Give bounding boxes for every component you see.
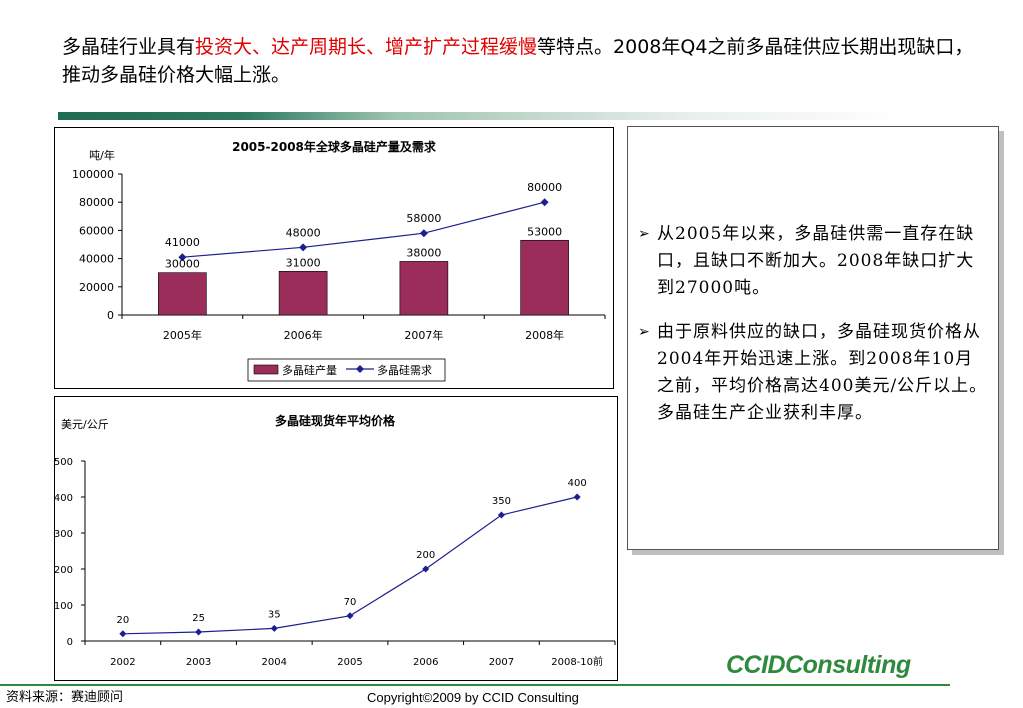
legend-swatch-production — [253, 364, 279, 375]
x-tick-label: 2007年 — [404, 328, 443, 342]
y-axis-unit-label: 美元/公斤 — [61, 418, 109, 431]
y-tick-label: 40000 — [79, 253, 114, 266]
price-chart: 多晶硅现货年平均价格 美元/公斤 0 100 200 300 400 500 2002 2003 2… — [54, 413, 616, 668]
price-data-label: 70 — [344, 597, 357, 608]
price-data-label: 400 — [568, 478, 587, 489]
production-demand-chart-panel: 2005-2008年全球多晶硅产量及需求吨/年 0 20000 40000 60000 8… — [54, 127, 614, 389]
demand-point-marker — [540, 198, 549, 207]
price-data-label: 20 — [116, 615, 129, 626]
production-data-label: 38000 — [406, 246, 441, 259]
y-tick-label: 200 — [55, 565, 73, 576]
header-highlight: 投资大、达产周期长、增产扩产过程缓慢 — [195, 36, 538, 58]
price-point-marker — [346, 612, 354, 620]
price-chart-panel: 多晶硅现货年平均价格 美元/公斤 0 100 200 300 400 500 2002 2003 2… — [54, 396, 618, 681]
price-data-label: 350 — [492, 496, 511, 507]
bullet-price-rise: ➢ 由于原料供应的缺口，多晶硅现货价格从2004年开始迅速上涨。到2008年10… — [638, 319, 988, 427]
y-tick-label: 100000 — [72, 168, 114, 181]
demand-point-marker — [178, 253, 187, 262]
demand-data-label: 58000 — [406, 212, 441, 225]
price-point-marker — [270, 624, 278, 632]
header-text-end: 等特点。2008年Q4之前多晶硅供应长期出现缺口，推动多晶硅价格大幅上涨。 — [62, 36, 974, 86]
header-divider — [58, 112, 903, 120]
footer-divider — [0, 684, 950, 686]
bullet-text: 从2005年以来，多晶硅供需一直存在缺口，且缺口不断加大。2008年缺口扩大到2… — [657, 224, 975, 298]
price-point-marker — [573, 493, 581, 501]
production-bar — [278, 270, 328, 316]
x-tick-label: 2007 — [489, 657, 514, 668]
production-data-label: 31000 — [286, 256, 321, 269]
y-tick-label: 0 — [67, 637, 73, 648]
production-bar — [158, 272, 207, 316]
ccid-consulting-logo: CCIDConsulting — [726, 651, 911, 679]
x-tick-label: 2006年 — [284, 328, 323, 342]
page-header: 多晶硅行业具有投资大、达产周期长、增产扩产过程缓慢等特点。2008年Q4之前多晶… — [62, 33, 982, 89]
legend-marker-demand — [356, 365, 364, 373]
x-tick-label: 2008年 — [525, 328, 564, 342]
x-tick-label: 2005年 — [163, 328, 202, 342]
demand-point-marker — [299, 243, 308, 252]
y-tick-label: 400 — [55, 493, 73, 504]
demand-point-marker — [419, 229, 428, 238]
legend-label-production: 多晶硅产量 — [282, 363, 337, 377]
price-data-label: 25 — [192, 613, 205, 624]
demand-data-label: 48000 — [286, 226, 321, 239]
x-tick-label: 2008-10前 — [551, 655, 603, 668]
y-tick-label: 500 — [55, 457, 73, 468]
y-tick-label: 80000 — [79, 196, 114, 209]
price-point-marker — [195, 628, 203, 636]
x-tick-label: 2003 — [186, 657, 211, 668]
y-tick-label: 20000 — [79, 281, 114, 294]
demand-data-label: 41000 — [165, 236, 200, 249]
chart-title: 2005-2008年全球多晶硅产量及需求 — [232, 139, 437, 154]
price-data-label: 200 — [416, 550, 435, 561]
y-tick-label: 0 — [107, 309, 114, 322]
bullet-supply-gap: ➢ 从2005年以来，多晶硅供需一直存在缺口，且缺口不断加大。2008年缺口扩大… — [638, 221, 988, 302]
y-tick-label: 300 — [55, 529, 73, 540]
x-tick-label: 2006 — [413, 657, 438, 668]
production-bar — [520, 239, 569, 316]
header-text-start: 多晶硅行业具有 — [62, 36, 196, 58]
copyright-text: Copyright©2009 by CCID Consulting — [367, 690, 579, 705]
price-point-marker — [497, 511, 505, 519]
price-data-label: 35 — [268, 609, 281, 620]
production-data-label: 30000 — [165, 258, 200, 271]
y-tick-label: 100 — [55, 601, 73, 612]
x-tick-label: 2005 — [337, 657, 362, 668]
arrow-bullet-icon: ➢ — [638, 226, 651, 242]
source-note: 资料来源：赛迪顾问 — [6, 690, 124, 705]
chart-title: 多晶硅现货年平均价格 — [275, 413, 396, 428]
arrow-bullet-icon: ➢ — [638, 324, 651, 340]
bullet-text: 由于原料供应的缺口，多晶硅现货价格从2004年开始迅速上涨。到2008年10月之… — [657, 322, 988, 423]
y-tick-label: 60000 — [79, 224, 114, 237]
x-tick-label: 2002 — [110, 657, 135, 668]
price-point-marker — [119, 630, 127, 638]
production-data-label: 53000 — [527, 225, 562, 238]
legend-label-demand: 多晶硅需求 — [377, 363, 432, 377]
production-bar — [399, 261, 449, 316]
price-point-marker — [422, 565, 430, 573]
demand-line — [182, 201, 545, 258]
chart-legend — [247, 358, 446, 382]
summary-textbox: ➢ 从2005年以来，多晶硅供需一直存在缺口，且缺口不断加大。2008年缺口扩大… — [627, 126, 999, 550]
y-axis-unit-label: 吨/年 — [89, 148, 115, 162]
demand-data-label: 80000 — [527, 181, 562, 194]
x-tick-label: 2004 — [262, 657, 287, 668]
